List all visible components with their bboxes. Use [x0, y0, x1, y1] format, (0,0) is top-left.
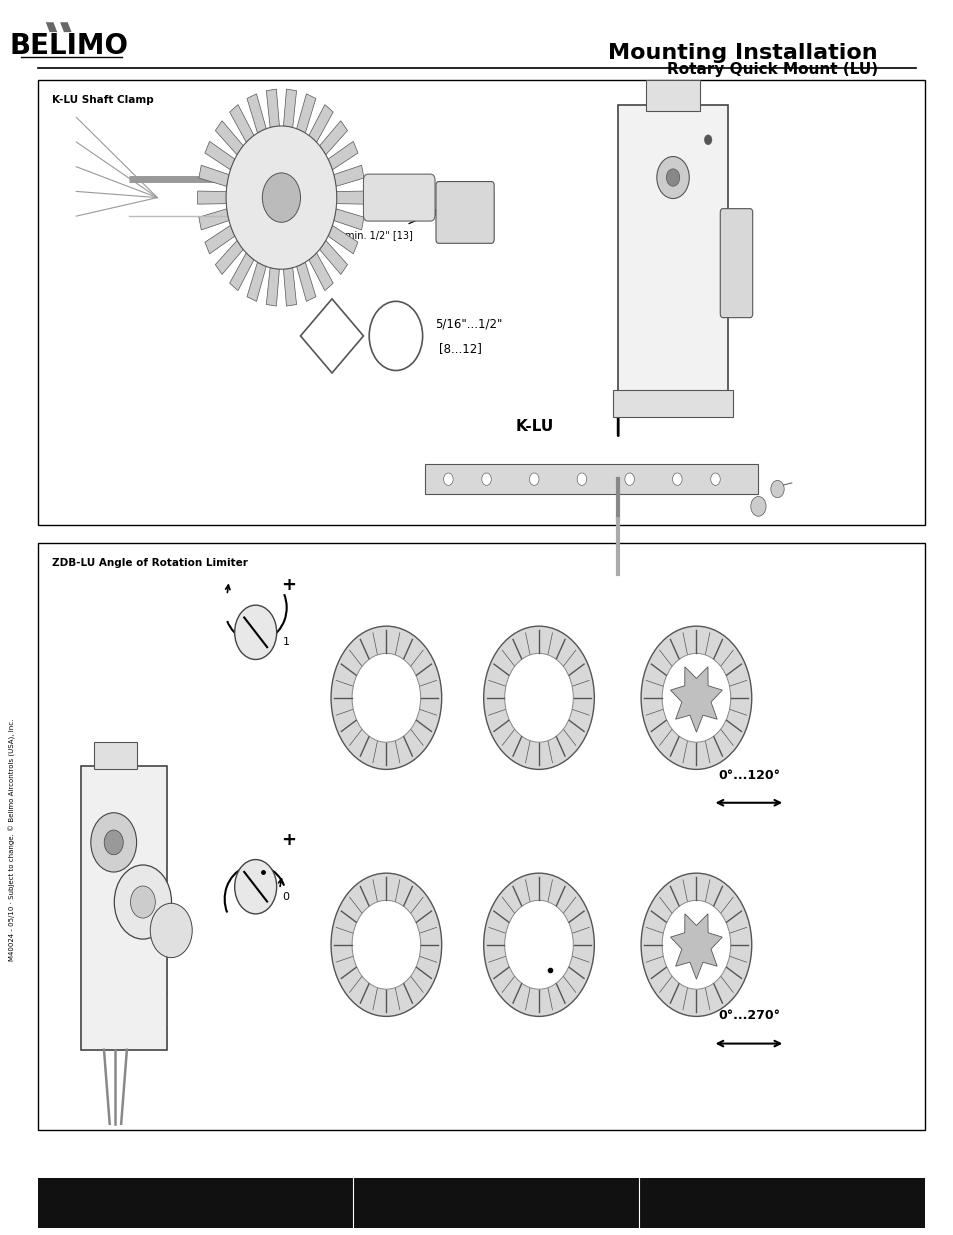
Text: 0°...270°: 0°...270°: [718, 1009, 779, 1021]
Text: 203-791-8396: 203-791-8396: [700, 1198, 781, 1208]
Text: Mounting Installation: Mounting Installation: [607, 43, 877, 63]
Text: 866-805-7089: 866-805-7089: [415, 1198, 496, 1208]
Bar: [645, 80, 700, 111]
Circle shape: [443, 473, 453, 485]
Text: min. 1/2" [13]: min. 1/2" [13]: [345, 230, 413, 240]
Circle shape: [529, 473, 538, 485]
Text: 0: 0: [282, 892, 289, 902]
Text: 5/16"...1/2": 5/16"...1/2": [435, 317, 502, 330]
FancyBboxPatch shape: [720, 209, 752, 317]
Polygon shape: [205, 141, 234, 169]
Text: 0°...120°: 0°...120°: [718, 769, 779, 782]
Polygon shape: [60, 22, 71, 32]
Polygon shape: [198, 209, 229, 230]
Text: 1: 1: [282, 637, 289, 647]
Polygon shape: [296, 94, 315, 133]
Text: CANADA: CANADA: [496, 1198, 539, 1208]
Circle shape: [481, 473, 491, 485]
Polygon shape: [215, 121, 243, 154]
Polygon shape: [319, 121, 347, 154]
Polygon shape: [336, 191, 365, 204]
Circle shape: [640, 873, 751, 1016]
Circle shape: [640, 626, 751, 769]
Polygon shape: [247, 94, 266, 133]
Circle shape: [504, 653, 573, 742]
Polygon shape: [319, 241, 347, 274]
Circle shape: [234, 860, 276, 914]
Bar: [424, 464, 758, 494]
Circle shape: [504, 900, 573, 989]
Polygon shape: [197, 191, 226, 204]
Polygon shape: [328, 226, 357, 254]
Polygon shape: [230, 253, 253, 290]
Text: K-LU Shaft Clamp: K-LU Shaft Clamp: [52, 95, 154, 105]
Circle shape: [226, 126, 336, 269]
Circle shape: [624, 473, 634, 485]
Circle shape: [114, 864, 172, 939]
Polygon shape: [328, 141, 357, 169]
Circle shape: [234, 605, 276, 659]
Text: BELIMO: BELIMO: [10, 32, 128, 59]
Polygon shape: [670, 914, 721, 979]
Circle shape: [91, 813, 136, 872]
Text: +: +: [281, 831, 296, 848]
Text: K-LU: K-LU: [515, 419, 553, 433]
Bar: [81, 766, 167, 1050]
Circle shape: [150, 903, 192, 957]
Circle shape: [703, 135, 711, 144]
Text: Rotary Quick Mount (LU): Rotary Quick Mount (LU): [666, 62, 877, 77]
Bar: [38, 80, 924, 525]
Circle shape: [483, 873, 594, 1016]
Polygon shape: [198, 165, 229, 186]
Circle shape: [665, 169, 679, 186]
Text: M40024 - 05/10 · Subject to change. © Belimo Aircontrols (USA), Inc.: M40024 - 05/10 · Subject to change. © Be…: [9, 719, 16, 961]
Text: 800-543-9038: 800-543-9038: [114, 1198, 195, 1208]
Circle shape: [104, 830, 123, 855]
Polygon shape: [230, 105, 253, 142]
Circle shape: [656, 157, 688, 199]
Polygon shape: [670, 667, 721, 732]
Circle shape: [352, 900, 420, 989]
Polygon shape: [247, 262, 266, 301]
Text: +: +: [281, 577, 296, 594]
Bar: [93, 742, 137, 769]
Bar: [38, 1178, 924, 1228]
Polygon shape: [266, 89, 279, 127]
Text: LATIN AMERICA: LATIN AMERICA: [781, 1198, 869, 1208]
Polygon shape: [334, 209, 364, 230]
Polygon shape: [266, 268, 279, 306]
Circle shape: [331, 873, 441, 1016]
Text: ZDB-LU Angle of Rotation Limiter: ZDB-LU Angle of Rotation Limiter: [52, 558, 248, 568]
Polygon shape: [283, 268, 296, 306]
Circle shape: [672, 473, 681, 485]
Polygon shape: [46, 22, 57, 32]
Circle shape: [577, 473, 586, 485]
Circle shape: [262, 173, 300, 222]
Polygon shape: [309, 253, 333, 290]
Circle shape: [770, 480, 783, 498]
Polygon shape: [296, 262, 315, 301]
Circle shape: [483, 626, 594, 769]
FancyBboxPatch shape: [436, 182, 494, 243]
Bar: [613, 390, 732, 417]
Circle shape: [352, 653, 420, 742]
Polygon shape: [205, 226, 234, 254]
Polygon shape: [215, 241, 243, 274]
Polygon shape: [334, 165, 364, 186]
Polygon shape: [283, 89, 296, 127]
Circle shape: [331, 626, 441, 769]
FancyBboxPatch shape: [363, 174, 435, 221]
Bar: [38, 543, 924, 1130]
Circle shape: [661, 653, 730, 742]
Circle shape: [131, 885, 155, 918]
Circle shape: [710, 473, 720, 485]
Bar: [618, 105, 727, 395]
Circle shape: [661, 900, 730, 989]
Text: [8...12]: [8...12]: [438, 342, 481, 354]
Circle shape: [750, 496, 765, 516]
Polygon shape: [309, 105, 333, 142]
Text: USA: USA: [195, 1198, 220, 1208]
